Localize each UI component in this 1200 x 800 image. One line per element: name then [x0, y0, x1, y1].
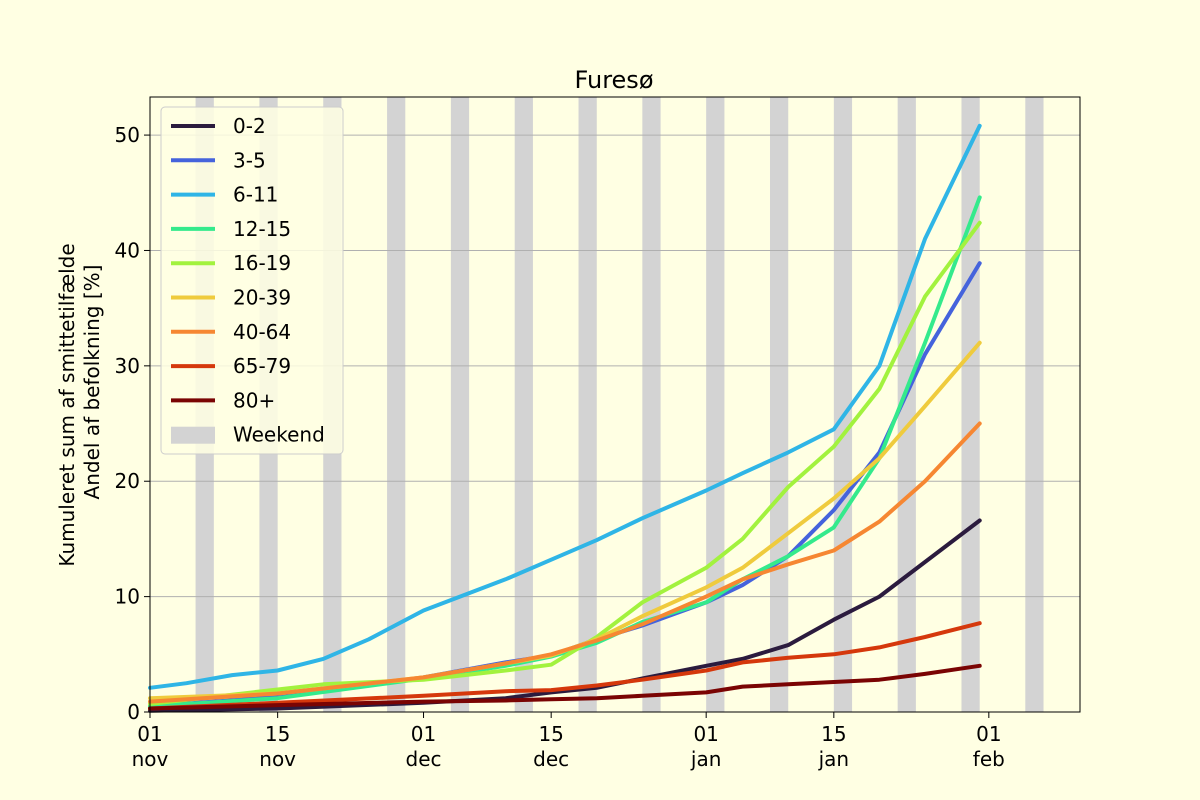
y-tick-label-30: 30: [115, 354, 140, 378]
y-tick-label-20: 20: [115, 469, 140, 493]
legend-label-80+: 80+: [233, 388, 275, 412]
weekend-band-9: [770, 97, 789, 712]
x-tick-label-day-5: 15: [821, 722, 846, 746]
x-tick-label-month-3: dec: [533, 747, 569, 771]
legend-label-40-64: 40-64: [233, 320, 291, 344]
legend-label-16-19: 16-19: [233, 251, 291, 275]
y-axis-ticks: 0 10 20 30 40 50: [115, 123, 150, 724]
x-tick-label-month-6: feb: [973, 747, 1005, 771]
legend-label-65-79: 65-79: [233, 354, 291, 378]
y-tick-label-40: 40: [115, 238, 140, 262]
weekend-band-13: [1025, 97, 1044, 712]
x-tick-label-day-3: 15: [538, 722, 563, 746]
weekend-band-4: [450, 97, 470, 712]
legend-label-0-2: 0-2: [233, 114, 266, 138]
x-tick-label-month-4: jan: [690, 747, 722, 771]
y-tick-label-0: 0: [127, 700, 140, 724]
series-line-80+: [148, 663, 982, 711]
legend-label-weekend: Weekend: [233, 423, 325, 447]
x-tick-label-day-4: 01: [693, 722, 718, 746]
y-axis-label-line2: Andel af befolkning [%]: [80, 265, 104, 500]
legend-label-3-5: 3-5: [233, 148, 266, 172]
legend-label-6-11: 6-11: [233, 183, 278, 207]
y-tick-label-10: 10: [115, 585, 140, 609]
plot-frame: [149, 96, 1081, 713]
legend-swatch-weekend: [171, 426, 215, 444]
series-line-6-11: [148, 123, 982, 690]
x-tick-label-month-2: dec: [406, 747, 442, 771]
series-lines: [148, 123, 982, 713]
y-axis-label-line1: Kumuleret sum af smittetilfælde: [55, 243, 79, 566]
weekend-band-8: [706, 97, 725, 712]
weekend-band-5: [514, 97, 533, 712]
weekend-band-12: [961, 97, 980, 712]
series-line-40-64: [148, 421, 982, 704]
x-tick-label-day-1: 15: [265, 722, 290, 746]
legend-label-20-39: 20-39: [233, 286, 291, 310]
series-line-65-79: [148, 621, 982, 711]
x-tick-label-month-5: jan: [818, 747, 850, 771]
chart-title: Furesø: [575, 66, 654, 94]
legend-label-12-15: 12-15: [233, 217, 291, 241]
x-tick-label-day-6: 01: [976, 722, 1001, 746]
y-tick-label-50: 50: [115, 123, 140, 147]
legend: 0-2 3-5 6-11 12-15 16-19 20-39 40-64 65-79 80+ We…: [160, 106, 344, 455]
x-tick-label-month-1: nov: [259, 747, 296, 771]
x-tick-label-day-2: 01: [411, 722, 436, 746]
weekend-band-6: [578, 97, 597, 712]
x-tick-label-day-0: 01: [137, 722, 162, 746]
x-tick-label-month-0: nov: [132, 747, 169, 771]
